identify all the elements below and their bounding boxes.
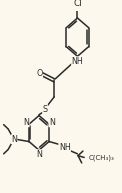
Text: S: S: [43, 105, 48, 114]
Text: Cl: Cl: [73, 0, 82, 8]
Text: O: O: [36, 69, 43, 78]
Text: NH: NH: [59, 143, 71, 152]
Text: N: N: [11, 135, 17, 144]
Text: N: N: [49, 118, 55, 127]
Text: N: N: [36, 150, 42, 159]
Text: C(CH₃)₃: C(CH₃)₃: [89, 155, 115, 161]
Text: N: N: [23, 118, 29, 127]
Text: NH: NH: [72, 57, 83, 66]
